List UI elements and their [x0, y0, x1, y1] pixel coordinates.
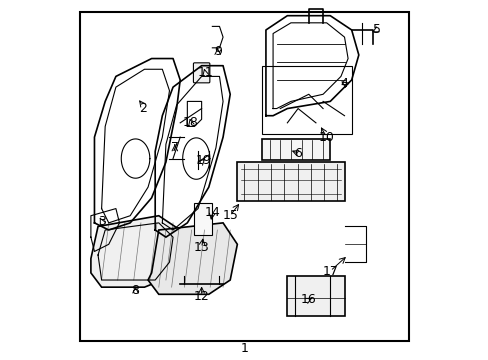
Text: 3: 3 — [98, 215, 105, 228]
Text: 6: 6 — [294, 147, 302, 160]
FancyBboxPatch shape — [287, 276, 344, 316]
Text: 4: 4 — [340, 77, 348, 90]
Text: 18: 18 — [183, 116, 199, 129]
Text: 11: 11 — [197, 66, 213, 79]
Text: 9: 9 — [213, 45, 221, 58]
Text: 10: 10 — [318, 131, 334, 144]
Text: 7: 7 — [170, 141, 179, 154]
FancyBboxPatch shape — [194, 203, 212, 235]
Text: 16: 16 — [300, 293, 316, 306]
Text: 14: 14 — [204, 206, 220, 219]
Text: 15: 15 — [222, 209, 238, 222]
Text: 12: 12 — [193, 289, 209, 303]
FancyBboxPatch shape — [237, 162, 344, 202]
Text: 1: 1 — [240, 342, 248, 355]
FancyBboxPatch shape — [193, 63, 209, 83]
FancyBboxPatch shape — [262, 139, 329, 160]
Text: 19: 19 — [195, 154, 211, 167]
Text: 17: 17 — [322, 265, 338, 278]
Text: 5: 5 — [372, 23, 380, 36]
Polygon shape — [91, 216, 180, 287]
Text: 2: 2 — [139, 102, 146, 115]
Text: 8: 8 — [131, 284, 139, 297]
Text: 13: 13 — [193, 241, 209, 255]
Polygon shape — [148, 223, 237, 294]
